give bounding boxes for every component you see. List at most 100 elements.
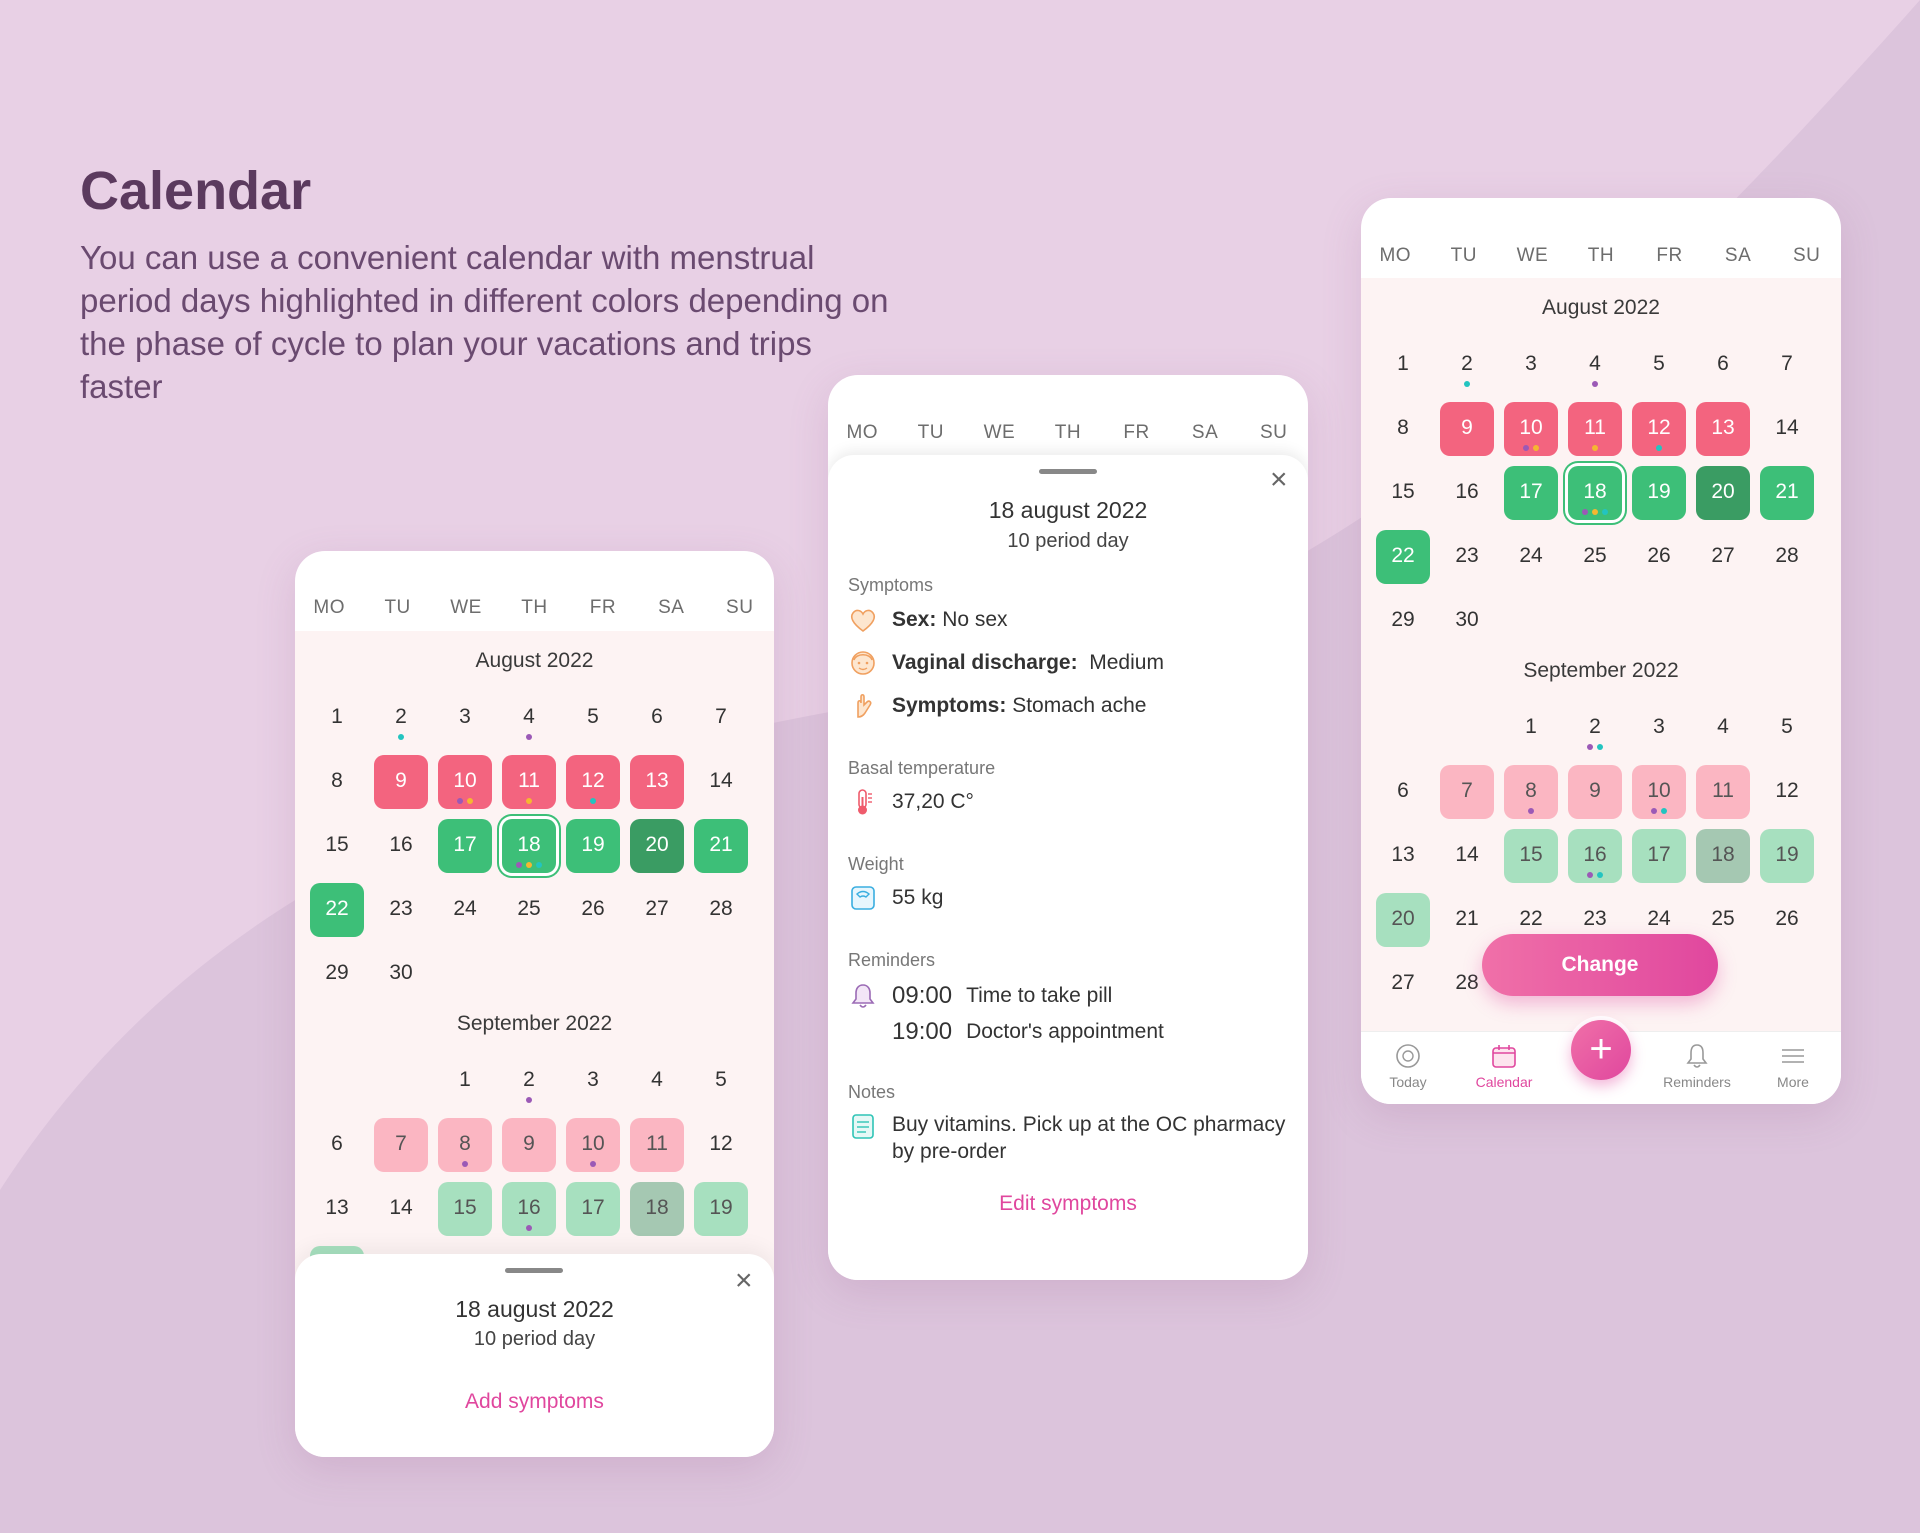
sex-row[interactable]: Sex: No sex xyxy=(848,605,1292,635)
calendar-day[interactable]: 3 xyxy=(1525,352,1537,375)
calendar-day[interactable]: 17 xyxy=(566,1182,620,1236)
calendar-day[interactable]: 28 xyxy=(1775,544,1799,567)
calendar-day[interactable]: 4 xyxy=(1568,338,1622,392)
calendar-day[interactable]: 25 xyxy=(1711,907,1735,930)
calendar-day[interactable]: 7 xyxy=(1781,352,1793,375)
reminder-item[interactable]: 19:00 Doctor's appointment xyxy=(892,1018,1292,1046)
edit-symptoms-button[interactable]: Edit symptoms xyxy=(999,1192,1137,1215)
symptoms-row[interactable]: Symptoms: Stomach ache xyxy=(848,691,1292,721)
calendar-day[interactable]: 29 xyxy=(1391,608,1415,631)
calendar-day[interactable]: 10 xyxy=(438,755,492,809)
calendar-day[interactable]: 20 xyxy=(1376,893,1430,947)
nav-reminders[interactable]: Reminders xyxy=(1649,1042,1745,1090)
calendar-day[interactable]: 27 xyxy=(645,897,669,920)
calendar-day[interactable]: 30 xyxy=(1455,608,1479,631)
calendar-day[interactable]: 28 xyxy=(1455,971,1479,994)
calendar-day[interactable]: 18 xyxy=(1568,466,1622,520)
calendar-day[interactable]: 19 xyxy=(566,819,620,873)
calendar-day[interactable]: 7 xyxy=(1440,765,1494,819)
calendar-day[interactable]: 29 xyxy=(325,961,349,984)
calendar-day[interactable]: 23 xyxy=(1455,544,1479,567)
calendar-day[interactable]: 9 xyxy=(1568,765,1622,819)
calendar-day[interactable]: 26 xyxy=(581,897,605,920)
calendar-day[interactable]: 5 xyxy=(715,1068,727,1091)
nav-calendar[interactable]: Calendar xyxy=(1456,1042,1552,1090)
calendar-day[interactable]: 20 xyxy=(630,819,684,873)
calendar-day[interactable]: 14 xyxy=(389,1196,413,1219)
calendar-day[interactable]: 15 xyxy=(325,833,349,856)
calendar-day[interactable]: 9 xyxy=(1440,402,1494,456)
calendar-day[interactable]: 13 xyxy=(1391,843,1415,866)
calendar-day[interactable]: 26 xyxy=(1647,544,1671,567)
close-icon[interactable]: × xyxy=(1270,463,1288,496)
calendar-day[interactable]: 12 xyxy=(1632,402,1686,456)
calendar-day[interactable]: 11 xyxy=(630,1118,684,1172)
calendar-day[interactable]: 13 xyxy=(630,755,684,809)
calendar-day[interactable]: 16 xyxy=(1568,829,1622,883)
calendar-day[interactable]: 8 xyxy=(438,1118,492,1172)
calendar-day[interactable]: 6 xyxy=(1717,352,1729,375)
calendar-day[interactable]: 1 xyxy=(1525,715,1537,738)
weight-row[interactable]: 55 kg xyxy=(848,883,1292,913)
calendar-day[interactable]: 4 xyxy=(651,1068,663,1091)
calendar-day[interactable]: 17 xyxy=(438,819,492,873)
calendar-day[interactable]: 25 xyxy=(1583,544,1607,567)
calendar-day[interactable]: 2 xyxy=(1568,701,1622,755)
calendar-day[interactable]: 2 xyxy=(502,1054,556,1108)
calendar-day[interactable]: 16 xyxy=(1455,480,1479,503)
calendar-day[interactable]: 22 xyxy=(1519,907,1543,930)
calendar-day[interactable]: 8 xyxy=(331,769,343,792)
calendar-day[interactable]: 7 xyxy=(374,1118,428,1172)
calendar-day[interactable]: 15 xyxy=(1391,480,1415,503)
calendar-day[interactable]: 8 xyxy=(1397,416,1409,439)
calendar-day[interactable]: 27 xyxy=(1711,544,1735,567)
calendar-day[interactable]: 17 xyxy=(1632,829,1686,883)
calendar-day[interactable]: 21 xyxy=(1455,907,1479,930)
calendar-day[interactable]: 9 xyxy=(374,755,428,809)
calendar-day[interactable]: 5 xyxy=(1781,715,1793,738)
calendar-day[interactable]: 10 xyxy=(1632,765,1686,819)
calendar-day[interactable]: 21 xyxy=(694,819,748,873)
calendar-day[interactable]: 12 xyxy=(1775,779,1799,802)
calendar-day[interactable]: 10 xyxy=(566,1118,620,1172)
calendar-day[interactable]: 28 xyxy=(709,897,733,920)
calendar-day[interactable]: 25 xyxy=(517,897,541,920)
calendar-day[interactable]: 18 xyxy=(1696,829,1750,883)
calendar-day[interactable]: 14 xyxy=(1775,416,1799,439)
calendar-day[interactable]: 22 xyxy=(1376,530,1430,584)
calendar-day[interactable]: 18 xyxy=(502,819,556,873)
calendar-day[interactable]: 21 xyxy=(1760,466,1814,520)
sheet-handle[interactable] xyxy=(1039,469,1097,474)
calendar-day[interactable]: 6 xyxy=(1397,779,1409,802)
sheet-handle[interactable] xyxy=(505,1268,563,1273)
calendar-day[interactable]: 26 xyxy=(1775,907,1799,930)
calendar-day[interactable]: 11 xyxy=(502,755,556,809)
basal-temperature-row[interactable]: 37,20 C° xyxy=(848,787,1292,817)
calendar-day[interactable]: 30 xyxy=(389,961,413,984)
calendar-day[interactable]: 15 xyxy=(1504,829,1558,883)
calendar-day[interactable]: 10 xyxy=(1504,402,1558,456)
calendar-day[interactable]: 5 xyxy=(587,705,599,728)
calendar-day[interactable]: 17 xyxy=(1504,466,1558,520)
calendar-day[interactable]: 7 xyxy=(715,705,727,728)
nav-today[interactable]: Today xyxy=(1361,1042,1456,1090)
calendar-day[interactable]: 24 xyxy=(453,897,477,920)
calendar-day[interactable]: 20 xyxy=(1696,466,1750,520)
calendar-day[interactable]: 24 xyxy=(1647,907,1671,930)
calendar-day[interactable]: 19 xyxy=(1760,829,1814,883)
calendar-day[interactable]: 11 xyxy=(1568,402,1622,456)
calendar-day[interactable]: 24 xyxy=(1519,544,1543,567)
calendar-day[interactable]: 3 xyxy=(587,1068,599,1091)
calendar-day[interactable]: 11 xyxy=(1696,765,1750,819)
calendar-day[interactable]: 14 xyxy=(1455,843,1479,866)
discharge-row[interactable]: Vaginal discharge: Medium xyxy=(848,648,1292,678)
calendar-day[interactable]: 8 xyxy=(1504,765,1558,819)
calendar-day[interactable]: 15 xyxy=(438,1182,492,1236)
notes-row[interactable]: Buy vitamins. Pick up at the OC pharmacy… xyxy=(848,1111,1292,1165)
calendar-day[interactable]: 4 xyxy=(502,691,556,745)
calendar-day[interactable]: 19 xyxy=(694,1182,748,1236)
calendar-day[interactable]: 12 xyxy=(709,1132,733,1155)
calendar-day[interactable]: 5 xyxy=(1653,352,1665,375)
calendar-day[interactable]: 2 xyxy=(374,691,428,745)
calendar-day[interactable]: 16 xyxy=(389,833,413,856)
